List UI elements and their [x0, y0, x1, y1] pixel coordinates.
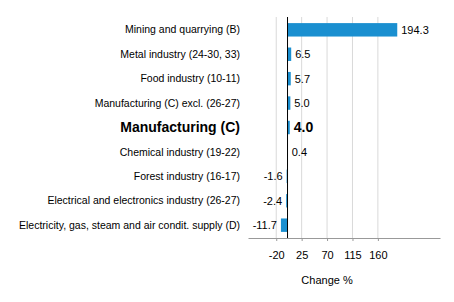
grid: [276, 17, 378, 238]
data-label: -11.7: [253, 219, 277, 231]
tick-label: 70: [321, 249, 333, 261]
data-label: 5.7: [295, 73, 310, 85]
data-label: 4.0: [294, 119, 314, 135]
grid-line: [377, 17, 378, 238]
category-label: Manufacturing (C): [120, 119, 240, 135]
x-axis: -20 25 70 115 160: [249, 238, 441, 261]
tick: 70: [321, 238, 333, 261]
tick-label: 160: [369, 249, 387, 261]
tick: 115: [344, 238, 362, 261]
data-label: -2.4: [263, 195, 282, 207]
data-label: 194.3: [401, 24, 429, 36]
category-label: Metal industry (24-30, 33): [120, 48, 240, 60]
data-labels: 194.3 6.5 5.7 5.0 4.0 0.4 -1.6 -2.4 -11.7: [253, 24, 429, 231]
tick-mark: [352, 238, 353, 241]
category-labels: Mining and quarrying (B) Metal industry (…: [19, 23, 240, 230]
data-label: 6.5: [295, 48, 310, 60]
category-label: Electrical and electronics industry (26-…: [47, 194, 240, 206]
tick-mark: [276, 238, 277, 241]
data-label: -1.6: [264, 170, 283, 182]
category-label: Electricity, gas, steam and air condit. …: [19, 219, 240, 231]
tick-mark: [302, 238, 303, 241]
bars: [281, 23, 397, 232]
tick-mark: [327, 238, 328, 241]
chart: -20 25 70 115 160 194.3 6.5 5.7 5.0 4.0 0.4 -1.6 -2.…: [0, 0, 454, 302]
data-label: 5.0: [294, 97, 309, 109]
category-label: Manufacturing (C) excl. (26-27): [95, 97, 240, 109]
bar: [288, 23, 398, 36]
category-label: Chemical industry (19-22): [120, 146, 240, 158]
category-label: Food industry (10-11): [140, 72, 240, 84]
category-label: Forest industry (16-17): [134, 170, 240, 182]
axis-title: Change %: [301, 274, 353, 286]
tick-label: -20: [269, 249, 285, 261]
data-label: 0.4: [292, 146, 307, 158]
tick: 25: [296, 238, 308, 261]
tick: 160: [369, 238, 387, 261]
grid-line: [327, 17, 328, 238]
grid-line: [352, 17, 353, 238]
bar: [288, 48, 292, 61]
tick-label: 115: [344, 249, 362, 261]
zero-line: [287, 17, 288, 238]
tick-label: 25: [296, 249, 308, 261]
axis-line: [249, 238, 441, 239]
category-label: Mining and quarrying (B): [125, 23, 240, 35]
tick-mark: [378, 238, 379, 241]
plot: -20 25 70 115 160 194.3 6.5 5.7 5.0 4.0 0.4 -1.6 -2.…: [249, 17, 441, 261]
bar: [281, 218, 288, 231]
tick: -20: [269, 238, 285, 261]
